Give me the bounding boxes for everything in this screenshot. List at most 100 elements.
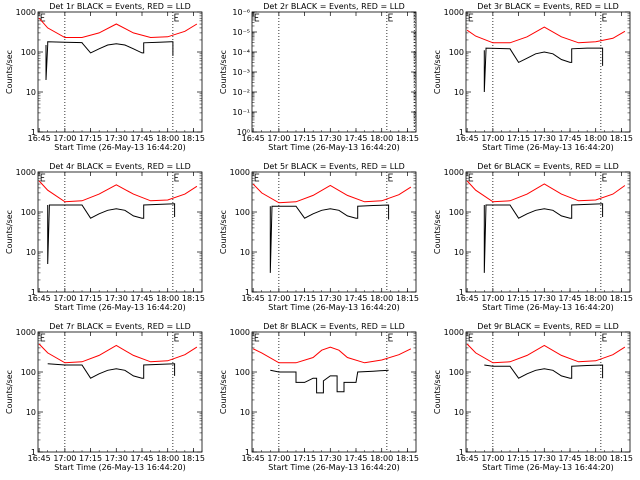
plot-frame	[465, 11, 631, 133]
y-tick-label: 10⁻²	[232, 88, 250, 97]
x-tick-label: 18:15	[610, 134, 633, 143]
x-tick-label: 17:00	[267, 294, 290, 303]
x-tick-label: 16:45	[242, 294, 265, 303]
y-axis-label: Counts/sec	[5, 50, 14, 94]
series-lld	[38, 343, 198, 364]
series-events	[270, 369, 389, 394]
flag-marker	[468, 173, 474, 182]
x-tick-label: 17:30	[105, 294, 128, 303]
series-lld	[466, 180, 626, 203]
x-tick-label: 17:00	[53, 454, 76, 463]
x-tick-label: 17:45	[344, 294, 367, 303]
y-tick-label: 10	[240, 248, 250, 257]
x-tick-label: 18:00	[370, 294, 393, 303]
y-tick-label: 10	[454, 248, 464, 257]
x-tick-label: 18:00	[370, 134, 393, 143]
y-axis-label: Counts/sec	[5, 370, 14, 414]
y-tick-label: 1	[245, 288, 250, 297]
flag-marker	[468, 13, 474, 22]
x-tick-label: 18:00	[370, 454, 393, 463]
x-tick-label: 17:45	[558, 454, 581, 463]
x-tick-label: 17:30	[533, 454, 556, 463]
y-tick-label: 1	[459, 288, 464, 297]
flag-marker	[254, 173, 260, 182]
series-events	[483, 47, 604, 93]
x-axis-label: Start Time (26-May-13 16:44:20)	[268, 143, 399, 152]
plot-frame	[37, 11, 203, 133]
series-lld	[466, 343, 626, 364]
flag-marker	[254, 13, 260, 22]
panel-title: Det 6r BLACK = Events, RED = LLD	[477, 162, 619, 171]
x-tick-label: 17:15	[79, 454, 102, 463]
panel-title: Det 4r BLACK = Events, RED = LLD	[49, 162, 191, 171]
x-tick-label: 17:45	[344, 134, 367, 143]
y-tick-label: 10	[26, 248, 36, 257]
series-events	[484, 364, 604, 379]
x-tick-label: 18:15	[182, 454, 205, 463]
x-tick-label: 17:00	[481, 294, 504, 303]
x-tick-label: 18:00	[156, 134, 179, 143]
flag-marker	[174, 333, 179, 342]
x-tick-label: 16:45	[456, 454, 479, 463]
x-tick-label: 18:15	[396, 294, 419, 303]
series-lld	[252, 183, 412, 204]
x-tick-label: 18:00	[584, 454, 607, 463]
x-tick-label: 18:15	[396, 454, 419, 463]
plot-frame	[251, 331, 417, 453]
panel-title: Det 9r BLACK = Events, RED = LLD	[477, 322, 619, 331]
y-tick-label: 1000	[16, 8, 36, 17]
x-tick-label: 17:30	[319, 294, 342, 303]
y-tick-label: 100	[449, 48, 464, 57]
plot-frame	[465, 331, 631, 453]
x-tick-label: 17:00	[481, 454, 504, 463]
x-tick-label: 16:45	[242, 454, 265, 463]
x-tick-label: 17:00	[53, 294, 76, 303]
flag-marker	[254, 333, 260, 342]
plot-frame	[37, 171, 203, 293]
x-tick-label: 18:15	[610, 294, 633, 303]
y-tick-label: 10	[454, 88, 464, 97]
panel-title: Det 3r BLACK = Events, RED = LLD	[477, 2, 619, 11]
x-axis-label: Start Time (26-May-13 16:44:20)	[54, 303, 185, 312]
y-tick-label: 10	[26, 408, 36, 417]
flag-marker	[40, 173, 46, 182]
y-tick-label: 1	[459, 448, 464, 457]
panel-title: Det 1r BLACK = Events, RED = LLD	[49, 2, 191, 11]
y-axis-label: Counts/sec	[433, 370, 442, 414]
series-lld	[38, 17, 198, 39]
series-events	[269, 204, 390, 273]
y-tick-label: 1	[31, 448, 36, 457]
x-tick-label: 17:45	[558, 294, 581, 303]
y-tick-label: 100	[21, 368, 36, 377]
panel-title: Det 5r BLACK = Events, RED = LLD	[263, 162, 405, 171]
x-tick-label: 17:00	[481, 134, 504, 143]
x-tick-label: 17:30	[105, 454, 128, 463]
flag-marker	[602, 333, 607, 342]
y-tick-label: 1000	[230, 328, 250, 337]
flag-marker	[40, 13, 46, 22]
y-tick-label: 10⁻⁶	[232, 8, 250, 17]
x-tick-label: 17:00	[53, 134, 76, 143]
y-tick-label: 10⁻³	[232, 68, 250, 77]
y-axis-label: Counts/sec	[433, 210, 442, 254]
y-tick-label: 10	[26, 88, 36, 97]
plot-frame	[465, 171, 631, 293]
x-tick-label: 18:15	[396, 134, 419, 143]
series-events	[47, 363, 176, 379]
x-tick-label: 18:00	[156, 454, 179, 463]
x-tick-label: 17:15	[293, 294, 316, 303]
y-axis-label: Counts/sec	[219, 370, 228, 414]
y-axis-label: Counts/sec	[433, 50, 442, 94]
x-tick-label: 17:15	[79, 134, 102, 143]
y-tick-label: 10⁻⁵	[232, 28, 250, 37]
x-tick-label: 17:45	[130, 454, 153, 463]
x-axis-label: Start Time (26-May-13 16:44:20)	[268, 303, 399, 312]
